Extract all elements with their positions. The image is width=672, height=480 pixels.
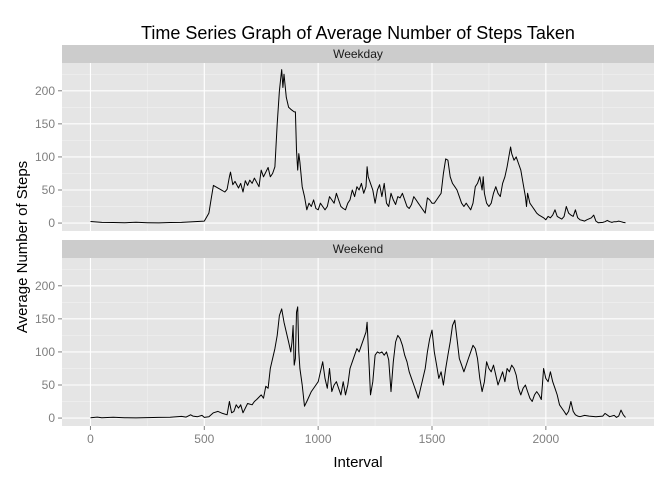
x-tick-label: 500: [194, 432, 214, 446]
y-tick-label: 50: [42, 378, 56, 392]
y-tick-label: 200: [35, 279, 55, 293]
y-tick-label: 0: [48, 411, 55, 425]
strip-background-weekday: [62, 45, 654, 63]
panel-background-weekend: [62, 258, 654, 426]
y-tick-label: 200: [35, 84, 55, 98]
grid-weekday: [62, 63, 654, 231]
x-tick-label: 1500: [419, 432, 446, 446]
strip-background-weekend: [62, 240, 654, 258]
x-tick-label: 2000: [532, 432, 559, 446]
y-tick-label: 100: [35, 345, 55, 359]
y-tick-label: 100: [35, 150, 55, 164]
x-axis: 0 500 1000 1500 2000: [87, 426, 560, 446]
y-tick-label: 50: [42, 183, 56, 197]
y-tick-label: 150: [35, 117, 55, 131]
y-axis-weekend: 0 50 100 150 200: [35, 279, 62, 425]
y-tick-label: 0: [48, 216, 55, 230]
facet-strip-label-weekend: Weekend: [333, 242, 383, 256]
panel-background-weekday: [62, 63, 654, 231]
facet-weekday: Weekday 0 50 100 150 200: [35, 45, 654, 231]
x-tick-label: 0: [87, 432, 94, 446]
x-tick-label: 1000: [305, 432, 332, 446]
y-tick-label: 150: [35, 312, 55, 326]
chart-title: Time Series Graph of Average Number of S…: [141, 23, 575, 43]
y-axis-weekday: 0 50 100 150 200: [35, 84, 62, 230]
series-line-weekend: [90, 306, 626, 419]
x-axis-title: Interval: [333, 454, 382, 471]
facet-strip-label-weekday: Weekday: [333, 47, 383, 61]
series-line-weekday: [90, 69, 626, 224]
y-axis-title: Average Number of Steps: [14, 161, 31, 333]
facet-weekend: Weekend 0 50 100 150 200: [35, 240, 654, 426]
grid-weekend: [62, 258, 654, 426]
